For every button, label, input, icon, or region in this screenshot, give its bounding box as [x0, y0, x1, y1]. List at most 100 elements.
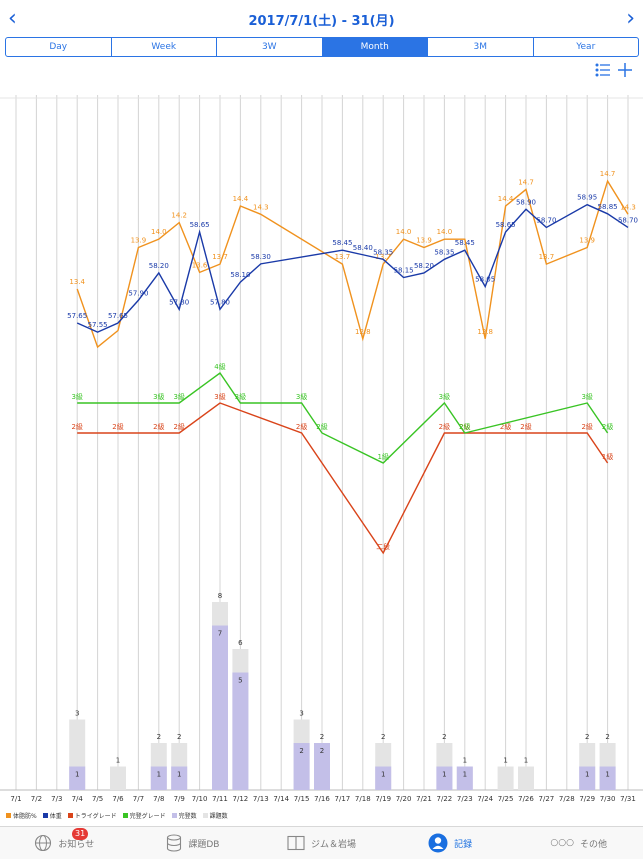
legend-label: 完登グレード: [129, 813, 166, 820]
legend-item: 体重: [42, 811, 62, 820]
data-label: 13.7: [212, 253, 228, 261]
series-line: [76, 179, 629, 349]
data-label: 2級: [173, 422, 184, 431]
data-label: 2級: [296, 422, 307, 431]
data-label: 12.8: [477, 328, 493, 336]
data-label: 12.8: [355, 328, 371, 336]
legend-label: 完登数: [178, 813, 197, 820]
data-label: 2級: [500, 422, 511, 431]
bar-total-label: 1: [524, 757, 528, 765]
x-tick-label: 7/13: [253, 795, 269, 803]
bar-total-label: 2: [585, 733, 589, 741]
x-tick-label: 7/10: [192, 795, 208, 803]
bar-done: [150, 766, 167, 790]
x-tick-label: 7/31: [620, 795, 636, 803]
legend-swatch: [171, 813, 177, 818]
bar-done: [212, 625, 228, 790]
tab-more[interactable]: ○○○ その他: [514, 827, 643, 859]
next-month-button[interactable]: ›: [626, 6, 635, 31]
data-label: 2級: [153, 422, 164, 431]
bar-total-label: 8: [218, 592, 222, 600]
data-label: 13.7: [539, 253, 555, 261]
period-3w[interactable]: 3W: [217, 38, 323, 56]
legend-swatch: [6, 813, 11, 818]
bar-total-label: 2: [605, 733, 609, 741]
data-label: 58.45: [332, 239, 352, 247]
period-year[interactable]: Year: [576, 42, 596, 52]
data-label: 2級: [459, 422, 470, 431]
data-label: 3級: [173, 392, 184, 401]
database-icon: [167, 834, 182, 852]
x-tick-label: 7/4: [72, 795, 84, 803]
period-month[interactable]: Month: [322, 38, 428, 56]
list-icon[interactable]: [595, 62, 611, 78]
data-label: 14.4: [233, 195, 249, 203]
bar-total-label: 1: [503, 757, 507, 765]
x-tick-label: 7/23: [457, 795, 473, 803]
series-line: [76, 203, 629, 333]
x-tick-label: 7/1: [10, 795, 21, 803]
tab-gyms-label: ジム＆岩場: [310, 839, 356, 850]
data-label: 57.80: [210, 298, 230, 306]
data-label: 58.85: [598, 203, 618, 211]
prev-month-button[interactable]: ‹: [8, 6, 17, 31]
tab-news[interactable]: 31 お知らせ: [0, 827, 129, 859]
bar-total-label: 3: [75, 710, 79, 718]
data-label: 14.0: [151, 228, 167, 236]
bar-done-label: 2: [320, 747, 324, 755]
tab-problem-db[interactable]: 課題DB: [129, 827, 258, 859]
tab-more-label: その他: [579, 839, 607, 850]
tab-gyms[interactable]: ジム＆岩場: [257, 827, 386, 859]
period-week[interactable]: Week: [112, 38, 217, 56]
data-label: 58.35: [373, 248, 393, 256]
data-label: 2級: [520, 422, 531, 431]
data-label: 58.90: [516, 198, 536, 206]
x-tick-label: 7/21: [416, 795, 432, 803]
data-label: 58.05: [475, 276, 495, 284]
data-label: 57.65: [67, 312, 87, 320]
legend-item: 完登数: [171, 811, 197, 820]
data-label: 1級: [602, 452, 613, 461]
legend-label: 体重: [49, 813, 62, 820]
bar-total-label: 1: [463, 757, 467, 765]
data-label: 58.45: [455, 239, 475, 247]
data-label: 58.40: [353, 244, 373, 252]
bar-total-label: 2: [177, 733, 181, 741]
bar-done: [579, 766, 596, 790]
x-tick-label: 7/28: [559, 795, 575, 803]
x-tick-label: 7/17: [335, 795, 351, 803]
data-label: 13.4: [69, 278, 85, 286]
legend-swatch: [202, 813, 208, 818]
x-tick-label: 7/12: [233, 795, 249, 803]
period-day[interactable]: Day: [6, 38, 112, 56]
bar-done: [171, 766, 188, 790]
bar-done-label: 5: [238, 677, 242, 685]
bar-total: [497, 766, 514, 790]
plus-icon[interactable]: [617, 62, 633, 78]
legend-item: 完登グレード: [122, 811, 166, 820]
x-tick-label: 7/19: [375, 795, 391, 803]
legend-item: トライグレード: [67, 811, 117, 820]
data-label: 58.20: [414, 262, 434, 270]
data-label: 14.7: [518, 178, 534, 186]
bar-done: [232, 672, 249, 790]
bar-total-label: 6: [238, 639, 243, 647]
more-icon: ○○○: [550, 838, 574, 848]
data-label: 58.70: [618, 216, 638, 224]
legend-label: トライグレード: [74, 813, 117, 820]
x-tick-label: 7/2: [31, 795, 42, 803]
period-selector: Day Week 3W Month 3M Year: [5, 37, 639, 57]
bar-total: [110, 766, 126, 790]
period-3m[interactable]: 3M: [428, 38, 534, 56]
data-label: 2級: [316, 422, 327, 431]
bar-total-label: 2: [157, 733, 161, 741]
data-label: 14.7: [600, 170, 616, 178]
news-badge: 31: [72, 828, 89, 840]
bar-total: [518, 766, 534, 790]
tab-records-label: 記録: [454, 839, 473, 850]
x-tick-label: 7/6: [112, 795, 124, 803]
data-label: 13.9: [579, 237, 595, 245]
bar-done: [375, 766, 392, 790]
tab-records[interactable]: 記録: [386, 827, 515, 859]
data-label: 13.7: [335, 253, 351, 261]
